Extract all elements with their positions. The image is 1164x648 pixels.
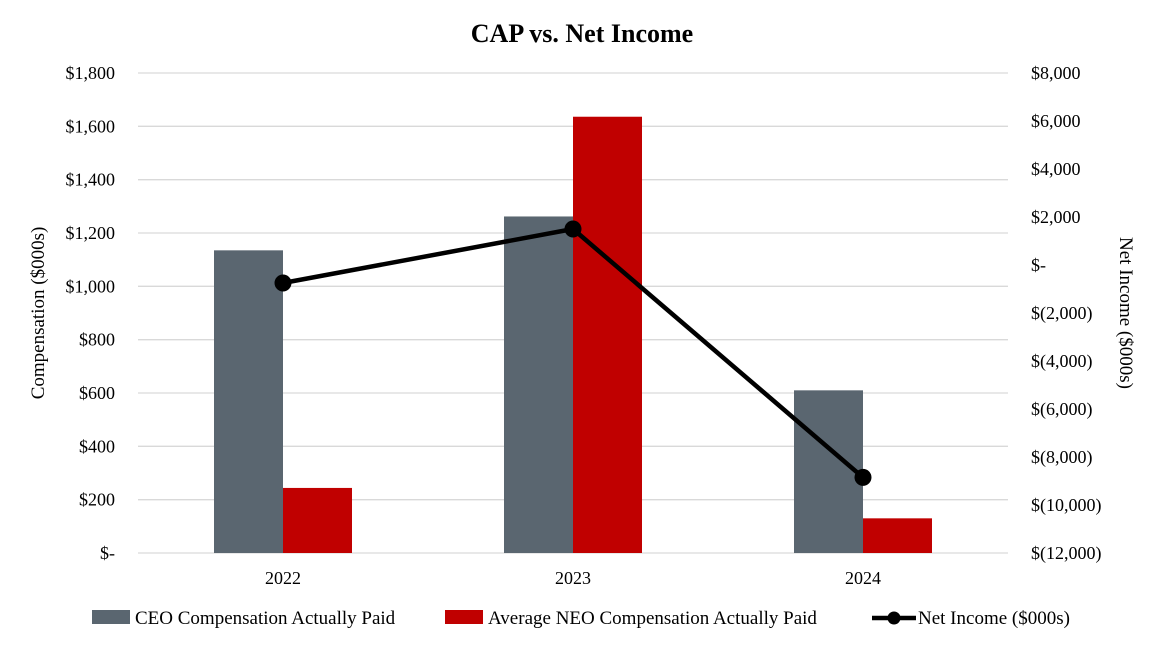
y-tick-label: $400	[79, 436, 115, 456]
bar-neo-2023	[573, 116, 642, 553]
y-tick-label: $800	[79, 330, 115, 350]
y-axis-label: Compensation ($000s)	[28, 227, 49, 400]
right-axis-ticks: $(12,000) $(10,000) $(8,000) $(6,000) $(4,00…	[1031, 63, 1102, 564]
y2-tick-label: $(12,000)	[1031, 543, 1102, 564]
legend-label: Net Income ($000s)	[918, 608, 1070, 629]
y-tick-label: $-	[100, 543, 115, 563]
chart-title: CAP vs. Net Income	[471, 19, 693, 48]
x-tick-label: 2024	[845, 568, 881, 588]
legend-swatch-0	[92, 610, 130, 624]
legend-marker	[887, 611, 901, 625]
y-tick-label: $1,600	[66, 116, 116, 136]
bar-neo-2024	[863, 518, 932, 553]
y-tick-label: $200	[79, 490, 115, 510]
x-axis-ticks: 2022 2023 2024	[265, 568, 881, 588]
bar-ceo-2023	[504, 216, 573, 553]
line-series	[274, 220, 872, 486]
y2-tick-label: $-	[1031, 255, 1046, 275]
net-income-point-2024	[854, 468, 872, 486]
bar-neo-2022	[283, 487, 352, 553]
net-income-point-2023	[564, 220, 582, 238]
y2-tick-label: $6,000	[1031, 111, 1081, 131]
y2-axis-label: Net Income ($000s)	[1115, 237, 1136, 389]
bar-ceo-2022	[214, 250, 283, 554]
y2-tick-label: $(2,000)	[1031, 303, 1093, 324]
bar-ceo-2024	[794, 390, 863, 553]
y-tick-label: $600	[79, 383, 115, 403]
left-axis-ticks: $- $200 $400 $600 $800 $1,000 $1,200 $1,400 $1,6…	[66, 63, 116, 563]
y-tick-label: $1,000	[66, 276, 116, 296]
y2-tick-label: $8,000	[1031, 63, 1081, 83]
x-tick-label: 2023	[555, 568, 591, 588]
y-tick-label: $1,200	[66, 223, 116, 243]
y2-tick-label: $(10,000)	[1031, 495, 1102, 516]
legend-label: Average NEO Compensation Actually Paid	[488, 608, 817, 629]
legend-swatch-1	[445, 610, 483, 624]
legend-label: CEO Compensation Actually Paid	[135, 608, 396, 629]
bar-series	[214, 116, 932, 554]
y2-tick-label: $(8,000)	[1031, 447, 1093, 468]
x-tick-label: 2022	[265, 568, 301, 588]
legend: CEO Compensation Actually Paid Average NE…	[92, 608, 1070, 629]
y-tick-label: $1,800	[66, 63, 116, 83]
net-income-point-2022	[274, 274, 292, 292]
y2-tick-label: $(4,000)	[1031, 351, 1093, 372]
y2-tick-label: $2,000	[1031, 207, 1081, 227]
y2-tick-label: $(6,000)	[1031, 399, 1093, 420]
y-tick-label: $1,400	[66, 170, 116, 190]
y2-tick-label: $4,000	[1031, 159, 1081, 179]
